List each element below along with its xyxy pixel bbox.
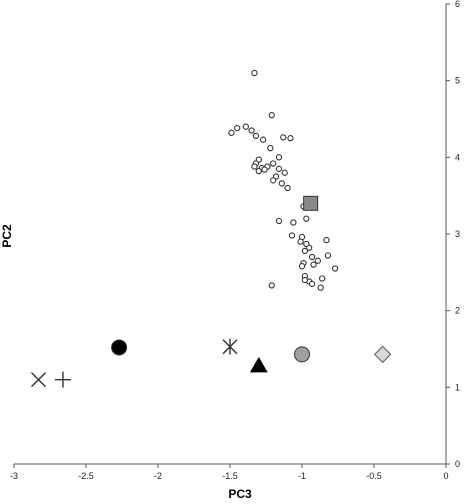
data-point-square (303, 195, 319, 211)
x-tick-label: -3 (10, 471, 18, 481)
data-point (248, 127, 255, 134)
y-tick-label: 5 (455, 76, 460, 86)
y-tick-label: 0 (455, 459, 460, 469)
data-point (234, 125, 241, 132)
data-point (259, 136, 267, 143)
data-point (268, 282, 275, 289)
data-point (278, 180, 285, 187)
data-point (228, 129, 235, 136)
data-point (319, 275, 326, 282)
x-tick-label: -0.5 (366, 471, 382, 481)
data-point (281, 169, 288, 176)
x-tick-label: -2.5 (78, 471, 94, 481)
data-point (287, 135, 294, 142)
data-point (288, 232, 296, 239)
data-point (268, 112, 275, 119)
x-axis-ticks: -3 -2.5 -2 -1.5 -1 -0.5 0 (10, 464, 449, 481)
data-point-triangle (249, 356, 268, 373)
data-point (308, 280, 316, 287)
data-point (301, 247, 309, 255)
data-point (297, 238, 304, 245)
x-cross-stroke (30, 372, 46, 388)
axes (14, 4, 447, 465)
data-point-circle (294, 346, 310, 363)
x-tick-label: -2 (154, 471, 162, 481)
data-point (267, 144, 274, 152)
data-point (324, 252, 332, 259)
y-tick-label: 6 (455, 0, 460, 9)
data-points (30, 69, 392, 388)
data-point (298, 263, 306, 270)
data-point (301, 276, 309, 284)
data-point (303, 215, 310, 222)
data-point (255, 167, 262, 175)
data-point (314, 257, 321, 264)
data-point-x-cross (30, 372, 46, 388)
x-tick-label: 0 (443, 471, 448, 481)
data-point (251, 69, 258, 77)
data-point (270, 160, 277, 167)
data-point (310, 261, 317, 268)
y-tick-label: 3 (455, 229, 460, 239)
data-point (331, 265, 339, 272)
x-axis-title: PC3 (228, 487, 252, 501)
data-point-circle (111, 339, 128, 356)
data-point (252, 132, 260, 140)
data-point (251, 163, 258, 170)
data-point (323, 236, 330, 244)
data-point (275, 217, 283, 225)
data-point (261, 166, 268, 173)
y-tick-label: 2 (455, 306, 460, 316)
y-axis-title: PC2 (0, 224, 14, 248)
data-point (308, 253, 316, 261)
data-point (275, 165, 283, 172)
data-point-plus (54, 371, 71, 388)
data-point (306, 244, 313, 251)
y-axis-ticks: 0 1 2 3 4 5 6 (446, 0, 460, 469)
data-point (270, 177, 277, 184)
data-point (280, 134, 287, 141)
data-point (317, 284, 324, 291)
y-tick-label: 4 (455, 152, 460, 162)
data-point-asterisk (222, 338, 238, 355)
data-point-diamond (373, 345, 392, 364)
data-point (275, 154, 283, 161)
x-tick-label: -1 (298, 471, 306, 481)
data-point (284, 184, 291, 192)
data-point (290, 219, 297, 226)
data-point (242, 123, 249, 130)
x-tick-label: -1.5 (222, 471, 238, 481)
y-tick-label: 1 (455, 382, 460, 392)
